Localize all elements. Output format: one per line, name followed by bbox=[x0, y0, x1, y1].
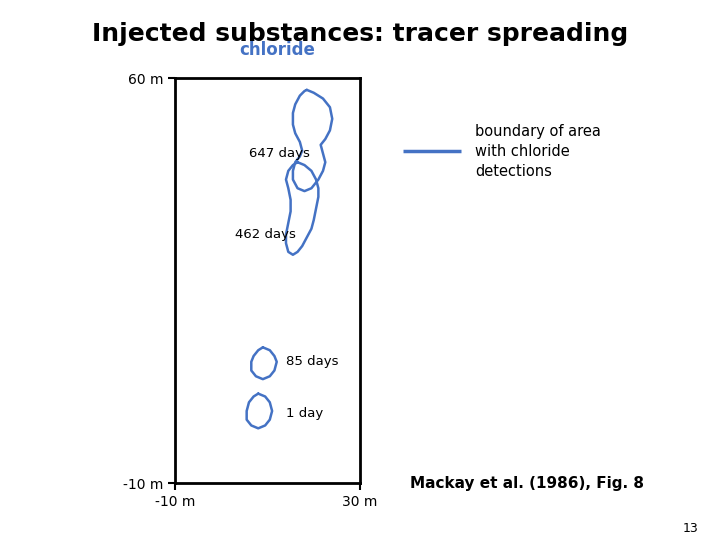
Text: 462 days: 462 days bbox=[235, 228, 296, 241]
Text: 85 days: 85 days bbox=[286, 355, 338, 368]
Text: 13: 13 bbox=[683, 522, 698, 535]
Text: boundary of area
with chloride
detections: boundary of area with chloride detection… bbox=[475, 124, 601, 179]
Text: 647 days: 647 days bbox=[249, 147, 310, 160]
Text: 1 day: 1 day bbox=[286, 407, 323, 420]
Text: Mackay et al. (1986), Fig. 8: Mackay et al. (1986), Fig. 8 bbox=[410, 476, 644, 491]
Text: Injected substances: tracer spreading: Injected substances: tracer spreading bbox=[92, 22, 628, 45]
Text: chloride: chloride bbox=[239, 41, 315, 59]
